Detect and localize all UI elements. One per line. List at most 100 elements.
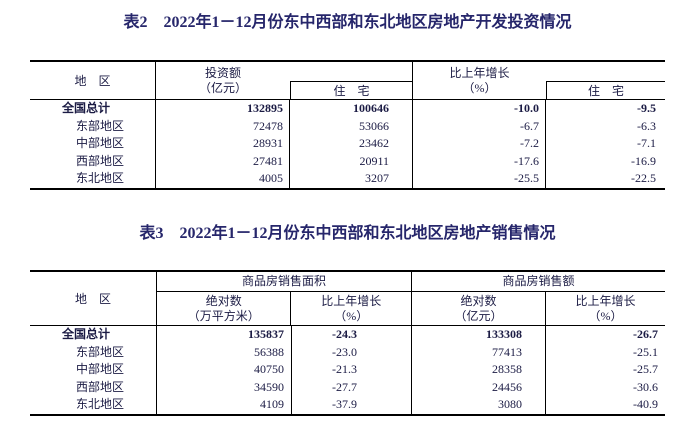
- region-cell: 东北地区: [30, 170, 156, 188]
- table3-header-region: 地 区: [30, 272, 157, 325]
- residential-header-label: 住 宅: [333, 84, 370, 98]
- investment-cell: 4005: [156, 170, 290, 188]
- residential-growth-cell: -6.3: [637, 118, 656, 133]
- table-row: 全国总计 135837 -24.3 133308 -26.7: [30, 326, 665, 344]
- region-cell: 中部地区: [30, 361, 157, 379]
- region-cell: 全国总计: [30, 100, 156, 118]
- investment-cell: 27481: [156, 152, 290, 171]
- investment-cell: 72478: [156, 117, 290, 136]
- investment-cell: 132895: [156, 100, 290, 118]
- sales-area-growth-cell: -21.3: [292, 361, 412, 379]
- table2-header-residential: 住 宅: [290, 81, 412, 99]
- residential-growth-cell: -22.5: [631, 171, 656, 186]
- sales-area-group-label: 商品房销售面积: [157, 272, 411, 292]
- growth-cell: -25.5: [413, 170, 546, 188]
- residential-growth-cell: -7.1: [637, 136, 656, 151]
- growth-header-label: 比上年增长: [449, 65, 510, 80]
- growth-cell: -7.2: [413, 135, 546, 153]
- sales-area-growth-cell: -23.0: [292, 343, 412, 362]
- sales-area-growth-cell: -27.7: [292, 378, 412, 397]
- table-row: 全国总计 132895 100646 -10.0 -9.5: [30, 100, 665, 118]
- region-cell: 中部地区: [30, 135, 156, 153]
- investment-header-label: 投资额: [204, 65, 241, 80]
- growth-header-unit: （%）: [334, 308, 369, 323]
- growth-cell: -10.0: [413, 100, 546, 118]
- region-cell: 东北地区: [30, 396, 157, 414]
- table3-sales: 地 区 商品房销售面积 绝对数 （万平方米） 比上年增长 （%） 商品房销售额: [30, 270, 665, 416]
- table2-header-residential-col: 住 宅: [290, 62, 413, 99]
- table3-header-amount-absolute: 绝对数 （亿元）: [412, 292, 546, 325]
- sales-area-cell: 40750: [157, 361, 292, 379]
- sales-amount-growth-cell: -26.7: [633, 327, 658, 341]
- sales-area-cell: 135837: [157, 326, 292, 344]
- sales-amount-cell: 77413: [412, 343, 546, 362]
- region-cell: 全国总计: [30, 326, 157, 344]
- amount-unit-label: （亿元）: [454, 308, 503, 323]
- growth-header-label: 比上年增长: [321, 293, 382, 308]
- region-cell: 西部地区: [30, 378, 157, 397]
- table-row: 东北地区 4109 -37.9 3080 -40.9: [30, 396, 665, 414]
- absolute-header-label: 绝对数: [205, 293, 242, 308]
- residential-investment-cell: 20911: [290, 152, 413, 171]
- sales-amount-group-label: 商品房销售额: [412, 272, 665, 292]
- sales-area-growth-cell: -24.3: [292, 326, 412, 344]
- area-unit-label: （万平方米）: [187, 308, 260, 323]
- sales-amount-subheaders: 绝对数 （亿元） 比上年增长 （%）: [412, 292, 665, 325]
- table3-title: 表3 2022年1－12月份东中西部和东北地区房地产销售情况: [139, 225, 556, 242]
- sales-area-cell: 56388: [157, 343, 292, 362]
- table2-title: 表2 2022年1－12月份东中西部和东北地区房地产开发投资情况: [123, 14, 572, 31]
- sales-amount-growth-cell: -30.6: [633, 379, 658, 394]
- region-header-label: 地 区: [74, 74, 111, 88]
- header-spacer: [546, 62, 665, 81]
- table2-header-residential-growth: 住 宅: [546, 81, 665, 99]
- growth-header-label: 比上年增长: [575, 293, 636, 308]
- table3-header: 地 区 商品房销售面积 绝对数 （万平方米） 比上年增长 （%） 商品房销售额: [30, 272, 665, 326]
- region-header-label: 地 区: [74, 292, 111, 306]
- growth-header-unit: （%）: [462, 80, 497, 95]
- table-row: 东北地区 4005 3207 -25.5 -22.5: [30, 170, 665, 188]
- sales-amount-cell: 24456: [412, 378, 546, 397]
- investment-cell: 28931: [156, 135, 290, 153]
- absolute-header-label: 绝对数: [460, 293, 497, 308]
- growth-cell: -6.7: [413, 117, 546, 136]
- sales-amount-cell: 3080: [412, 396, 546, 414]
- sales-area-growth-cell: -37.9: [292, 396, 412, 414]
- residential-investment-cell: 100646: [290, 100, 413, 118]
- table3-body: 全国总计 135837 -24.3 133308 -26.7 东部地区 5638…: [30, 326, 665, 414]
- table2-investment: 地 区 投资额 （亿元） 住 宅 比上年增长 （%） 住 宅: [30, 60, 665, 190]
- sales-amount-cell: 28358: [412, 361, 546, 379]
- table2-body: 全国总计 132895 100646 -10.0 -9.5 东部地区 72478…: [30, 100, 665, 188]
- sales-area-cell: 4109: [157, 396, 292, 414]
- residential-growth-cell: -9.5: [637, 101, 656, 115]
- table2-header-investment: 投资额 （亿元）: [156, 62, 290, 99]
- region-cell: 东部地区: [30, 117, 156, 136]
- table3-header-area-growth: 比上年增长 （%）: [291, 292, 411, 325]
- table-row: 东部地区 72478 53066 -6.7 -6.3: [30, 117, 665, 136]
- table2-header-residential-growth-col: 住 宅: [546, 62, 665, 99]
- table2-header-region: 地 区: [30, 62, 156, 99]
- sales-amount-growth-cell: -40.9: [633, 397, 658, 412]
- residential-investment-cell: 3207: [290, 170, 413, 188]
- table-row: 东部地区 56388 -23.0 77413 -25.1: [30, 343, 665, 362]
- table-row: 中部地区 28931 23462 -7.2 -7.1: [30, 135, 665, 153]
- header-spacer: [290, 62, 412, 81]
- residential-investment-cell: 53066: [290, 117, 413, 136]
- table3-header-sales-area-group: 商品房销售面积 绝对数 （万平方米） 比上年增长 （%）: [157, 272, 412, 325]
- sales-area-cell: 34590: [157, 378, 292, 397]
- table2-header-growth: 比上年增长 （%）: [413, 62, 546, 99]
- investment-header-unit: （亿元）: [198, 80, 247, 95]
- table-row: 西部地区 34590 -27.7 24456 -30.6: [30, 378, 665, 397]
- sales-area-subheaders: 绝对数 （万平方米） 比上年增长 （%）: [157, 292, 411, 325]
- table3-header-area-absolute: 绝对数 （万平方米）: [157, 292, 292, 325]
- residential-growth-header-label: 住 宅: [587, 84, 624, 98]
- growth-cell: -17.6: [413, 152, 546, 171]
- table3-header-sales-amount-group: 商品房销售额 绝对数 （亿元） 比上年增长 （%）: [412, 272, 665, 325]
- table-row: 西部地区 27481 20911 -17.6 -16.9: [30, 152, 665, 171]
- table2-header: 地 区 投资额 （亿元） 住 宅 比上年增长 （%） 住 宅: [30, 62, 665, 100]
- growth-header-unit: （%）: [588, 308, 623, 323]
- sales-amount-cell: 133308: [412, 326, 546, 344]
- region-cell: 西部地区: [30, 152, 156, 171]
- residential-growth-cell: -16.9: [631, 153, 656, 168]
- residential-investment-cell: 23462: [290, 135, 413, 153]
